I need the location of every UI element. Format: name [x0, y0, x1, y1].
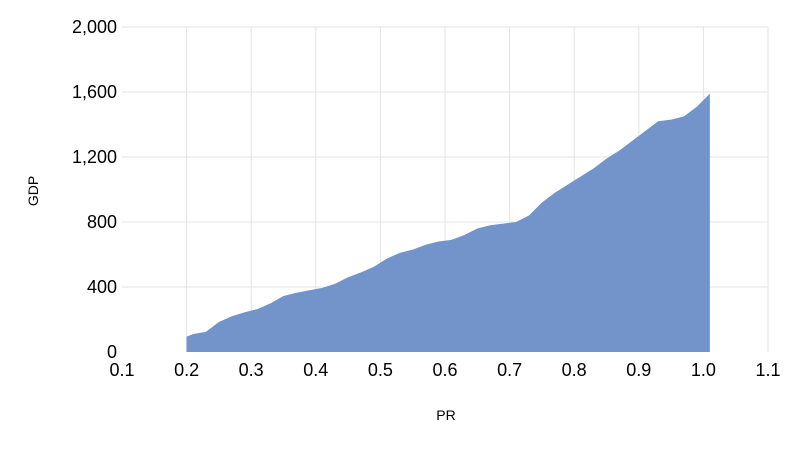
y-tick-label: 800	[87, 212, 117, 232]
x-tick-label: 0.2	[174, 360, 199, 380]
y-axis-ticks: 0 400 800 1,200 1,600 2,000	[72, 17, 117, 362]
y-tick-label: 1,200	[72, 147, 117, 167]
y-tick-label: 400	[87, 277, 117, 297]
x-tick-label: 1.0	[691, 360, 716, 380]
y-axis-title: GDP	[25, 176, 41, 206]
y-tick-label: 2,000	[72, 17, 117, 37]
y-tick-label: 1,600	[72, 82, 117, 102]
x-tick-label: 0.6	[432, 360, 457, 380]
plot-area	[186, 93, 710, 352]
x-tick-label: 0.4	[303, 360, 328, 380]
x-axis-ticks: 0.1 0.2 0.3 0.4 0.5 0.6 0.7 0.8 0.9 1.0 1.1	[109, 360, 780, 380]
area-series	[186, 93, 710, 352]
x-axis-title: PR	[436, 407, 455, 423]
x-tick-label: 0.9	[626, 360, 651, 380]
x-tick-label: 0.5	[368, 360, 393, 380]
x-tick-label: 0.1	[109, 360, 134, 380]
x-tick-label: 0.3	[239, 360, 264, 380]
y-tick-label: 0	[107, 342, 117, 362]
x-tick-label: 0.8	[562, 360, 587, 380]
x-tick-label: 0.7	[497, 360, 522, 380]
x-tick-label: 1.1	[755, 360, 780, 380]
